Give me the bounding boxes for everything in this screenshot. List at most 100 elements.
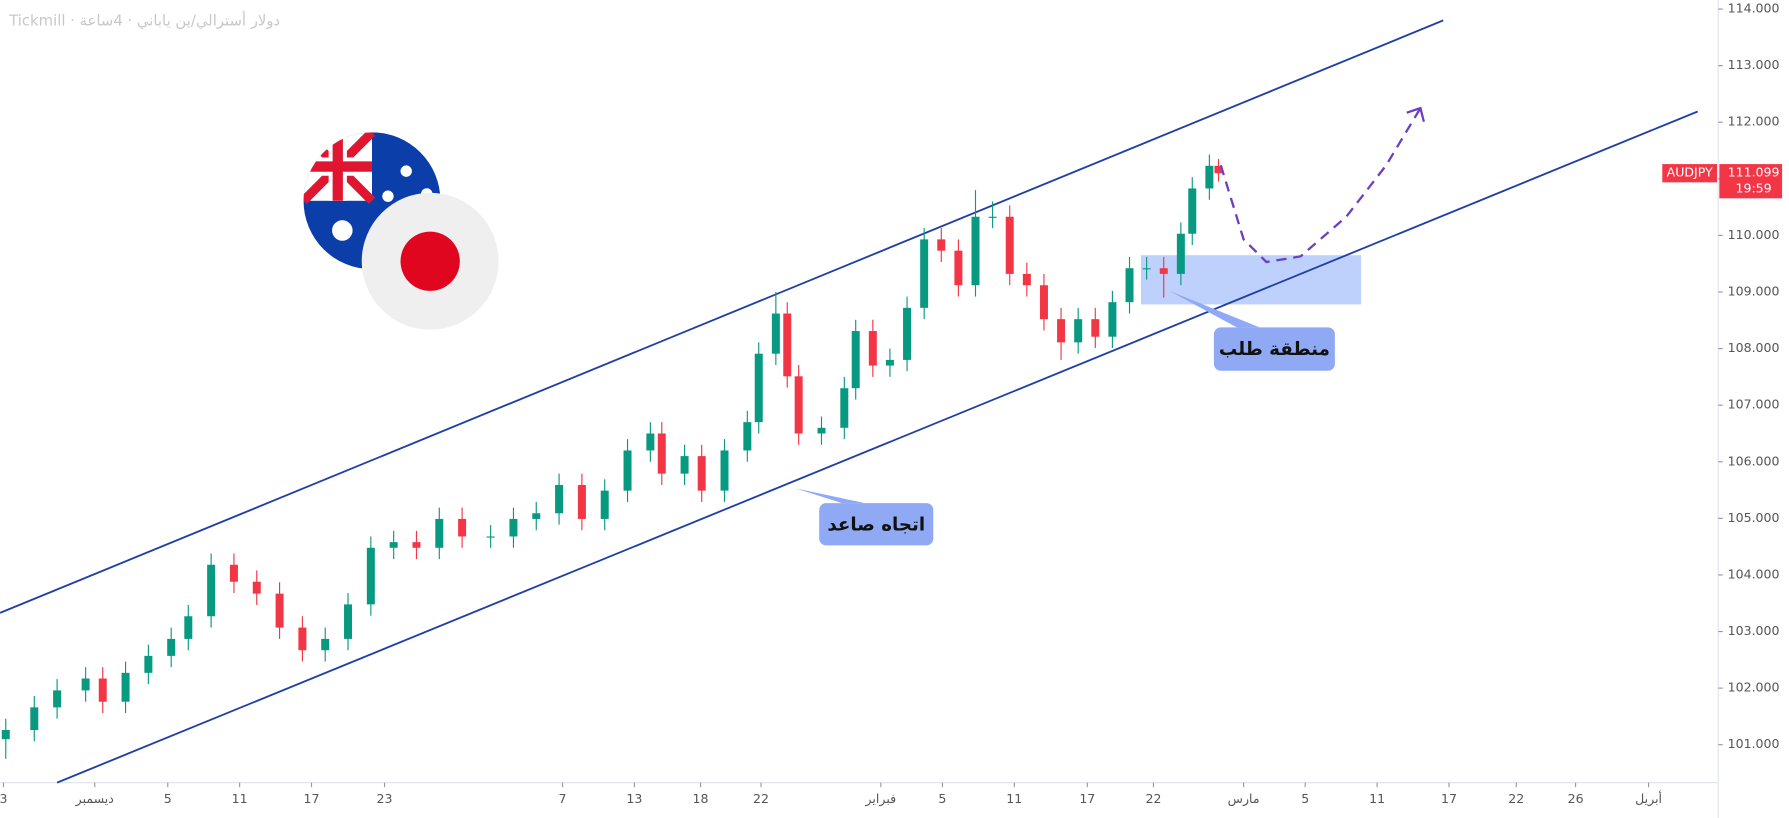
x-tick-label: 11 — [232, 791, 248, 806]
candle-body — [229, 564, 238, 582]
x-tick-label: 3 — [0, 791, 7, 806]
candle-body — [600, 490, 609, 519]
candle-body — [1142, 268, 1151, 270]
candle-body — [903, 307, 912, 360]
y-tick-label: 107.000 — [1728, 397, 1780, 412]
candle-body — [344, 604, 353, 639]
candle-body — [577, 484, 586, 519]
candle-body — [389, 542, 398, 548]
last-price: 111.099 — [1728, 165, 1780, 180]
flag-icons — [303, 132, 499, 330]
candle-body — [937, 239, 946, 251]
x-tick-label: 11 — [1006, 791, 1022, 806]
candle-body — [1214, 165, 1223, 174]
candle-body — [720, 450, 729, 491]
candle-body — [1005, 216, 1014, 274]
candle-body — [509, 518, 518, 537]
y-tick-label: 102.000 — [1728, 680, 1780, 695]
x-tick-label: 13 — [626, 791, 642, 806]
x-tick-label: 17 — [1441, 791, 1457, 806]
candle-body — [53, 690, 62, 708]
channel-line — [56, 110, 1699, 784]
candle-body — [1159, 268, 1168, 274]
candle-body — [275, 593, 284, 628]
candle-body — [184, 616, 193, 639]
x-tick-label: فبراير — [865, 791, 897, 807]
price-tag — [1719, 164, 1783, 199]
candle-body — [1091, 319, 1100, 337]
candle-body — [680, 456, 689, 474]
candle-body — [754, 353, 763, 423]
x-tick-label: 17 — [1079, 791, 1095, 806]
x-tick-label: أبريل — [1635, 790, 1662, 807]
x-tick-label: مارس — [1228, 791, 1260, 807]
candle-body — [623, 450, 632, 491]
candle-body — [298, 627, 307, 651]
candle-body — [321, 638, 330, 651]
y-tick-label: 103.000 — [1728, 623, 1780, 638]
y-tick-label: 106.000 — [1728, 453, 1780, 468]
x-tick-label: 22 — [1508, 791, 1524, 806]
candle-body — [783, 313, 792, 377]
candle-body — [532, 513, 541, 519]
candle-body — [412, 542, 421, 548]
candle-body — [435, 518, 444, 548]
y-tick-label: 109.000 — [1728, 284, 1780, 299]
candle-body — [771, 313, 780, 354]
x-tick-label: 18 — [693, 791, 709, 806]
candle-body — [743, 422, 752, 451]
projection-arrowhead — [1406, 106, 1425, 123]
callout-box — [1213, 327, 1335, 371]
x-tick-label: 5 — [164, 791, 172, 806]
candle-body — [1057, 319, 1066, 343]
x-tick-label: ديسمبر — [75, 791, 114, 807]
candle-body — [1108, 302, 1117, 337]
callout-pointer — [795, 488, 865, 504]
y-tick-label: 108.000 — [1728, 340, 1780, 355]
candle-body — [1039, 285, 1048, 320]
candle-body — [646, 433, 655, 451]
channel-line — [0, 19, 1444, 614]
symbol-label: AUDJPY — [1667, 165, 1713, 180]
projection-path — [1219, 107, 1422, 264]
candle-body — [840, 388, 849, 428]
candle-body — [98, 678, 107, 702]
x-tick-label: 22 — [1145, 791, 1161, 806]
x-tick-label: 23 — [377, 791, 393, 806]
y-tick-label: 101.000 — [1728, 736, 1780, 751]
candle-body — [1188, 188, 1197, 234]
candle-body — [971, 216, 980, 286]
candle-body — [252, 581, 261, 594]
symbol-tag — [1662, 164, 1718, 183]
candle-body — [697, 456, 706, 491]
x-tick-label: 5 — [1301, 791, 1309, 806]
candle-body — [555, 484, 564, 514]
callout-pointer — [1169, 290, 1260, 328]
y-tick-label: 113.000 — [1728, 57, 1780, 72]
x-tick-label: 26 — [1568, 791, 1584, 806]
candle-body — [1022, 273, 1031, 286]
callout-box — [819, 503, 934, 546]
y-tick-label: 110.000 — [1728, 227, 1780, 242]
candle-body — [366, 547, 375, 605]
candle-body — [1, 730, 10, 740]
callout-text: منطقة طلب — [1219, 339, 1330, 360]
candle-body — [1176, 233, 1185, 274]
candle-body — [486, 536, 495, 538]
candle-body — [657, 433, 666, 474]
candle-body — [81, 678, 90, 691]
candle-body — [868, 331, 877, 366]
candle-body — [885, 359, 894, 366]
candle-body — [988, 216, 997, 218]
x-tick-label: 22 — [753, 791, 769, 806]
countdown: 19:59 — [1736, 181, 1772, 196]
y-tick-label: 105.000 — [1728, 510, 1780, 525]
candle-body — [954, 250, 963, 286]
candle-body — [30, 707, 39, 731]
candle-body — [817, 427, 826, 434]
candle-body — [851, 331, 860, 389]
candle-body — [167, 638, 176, 656]
chart-header: Tickmill · دولار أسترالي/ين ياباني · 4سا… — [8, 11, 280, 30]
